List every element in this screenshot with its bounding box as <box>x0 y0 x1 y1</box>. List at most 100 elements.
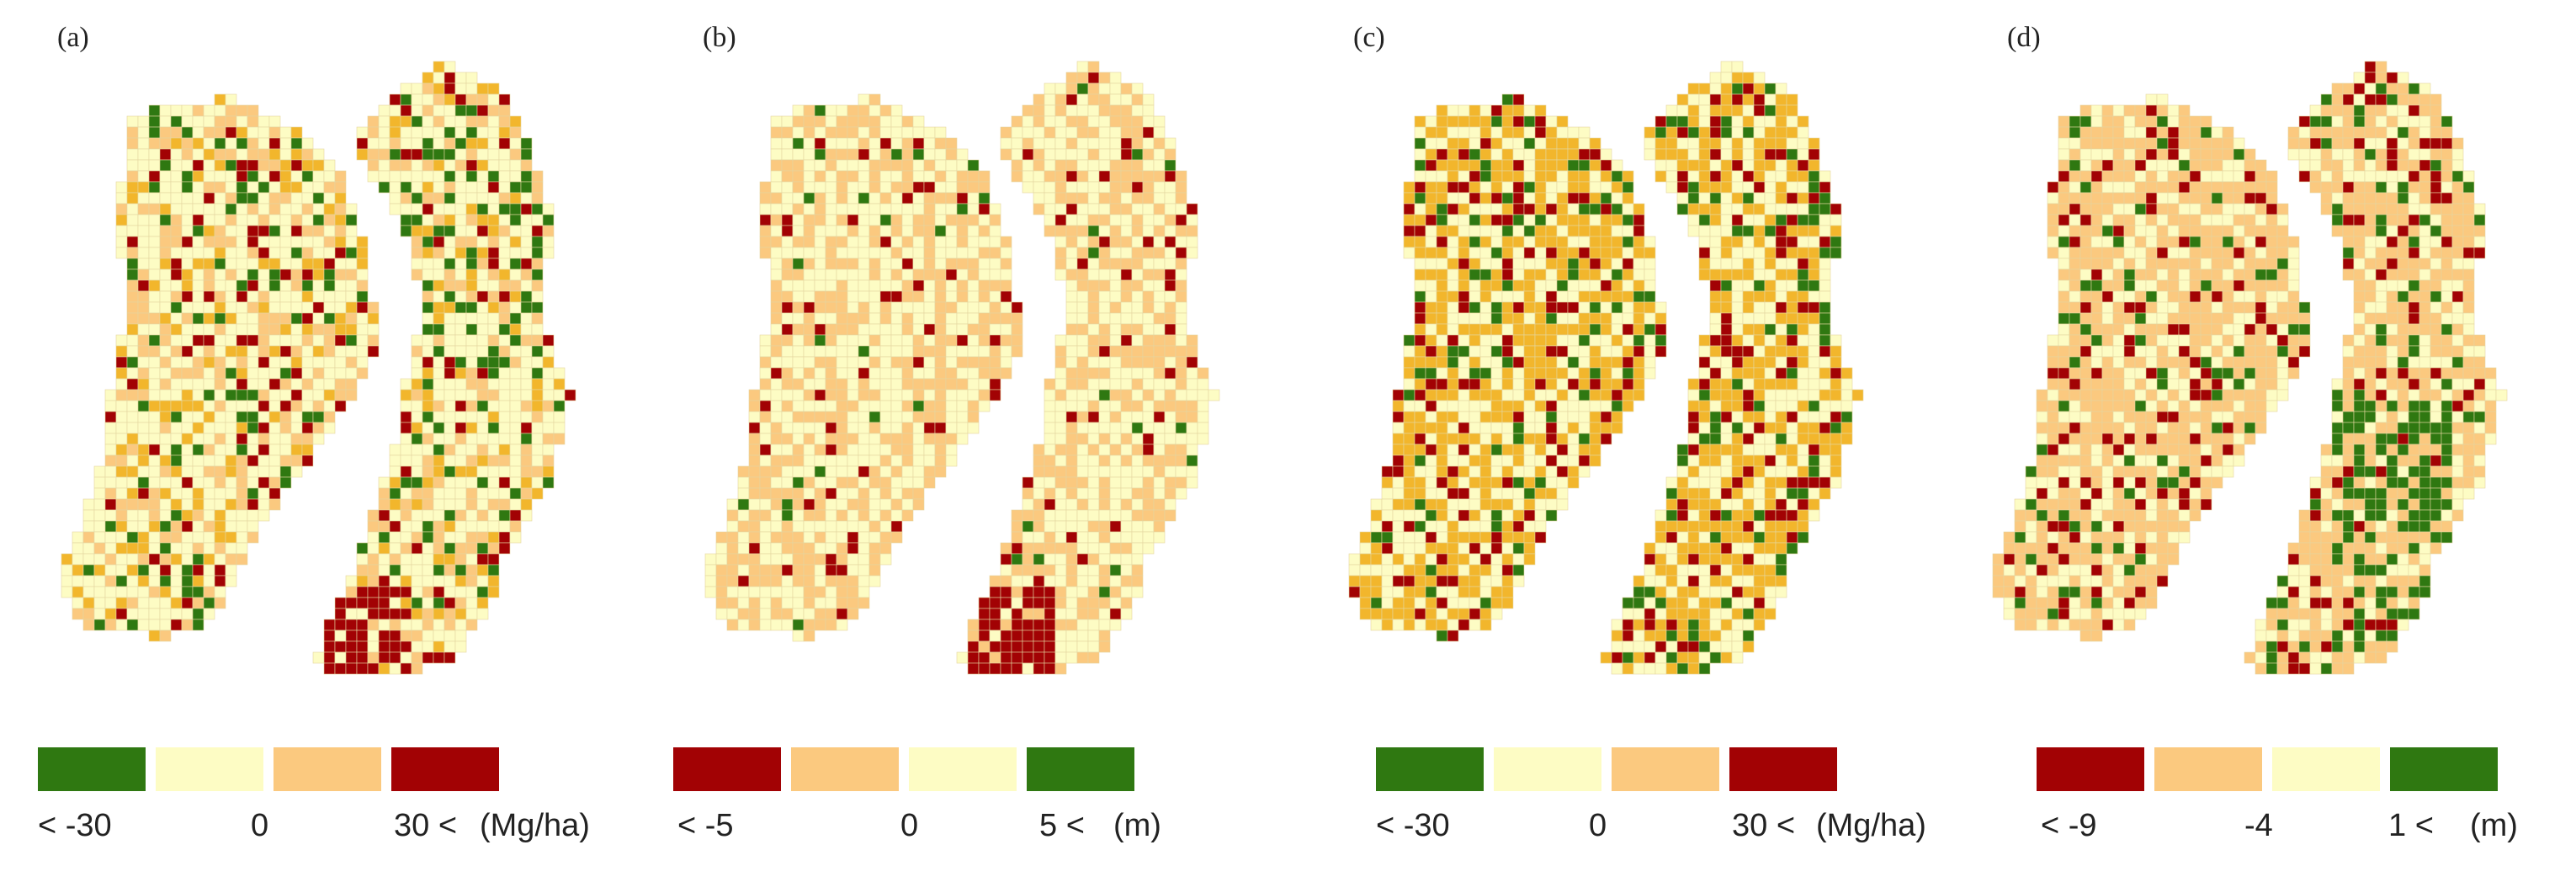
map-cell <box>225 203 237 215</box>
map-cell <box>934 345 947 358</box>
map-cell <box>520 279 533 292</box>
map-cell <box>1687 126 1700 139</box>
map-cell <box>498 203 511 215</box>
map-cell <box>1414 509 1426 522</box>
map-cell <box>825 126 837 139</box>
map-cell <box>1775 247 1787 259</box>
map-cell <box>247 367 259 380</box>
map-cell <box>956 170 969 183</box>
map-cell <box>1501 476 1514 489</box>
map-cell <box>1545 268 1558 281</box>
map-cell <box>1720 520 1733 533</box>
map-cell <box>301 444 314 456</box>
map-cell <box>890 334 903 347</box>
map-cell <box>967 192 980 205</box>
map-cell <box>759 225 772 237</box>
map-cell <box>553 433 566 445</box>
map-cell <box>1720 268 1733 281</box>
map-cell <box>1512 126 1525 139</box>
map-cell <box>825 345 837 358</box>
map-cell <box>1786 159 1798 172</box>
map-cell <box>1534 192 1547 205</box>
map-cell <box>476 553 489 566</box>
map-cell <box>433 279 445 292</box>
map-cell <box>192 181 204 194</box>
map-cell <box>1425 422 1437 434</box>
map-cell <box>1164 422 1176 434</box>
map-cell <box>1830 400 1842 412</box>
map-cell <box>104 411 117 423</box>
map-cell <box>137 433 150 445</box>
map-cell <box>411 214 423 226</box>
map-cell <box>1709 553 1722 566</box>
map-cell <box>509 433 522 445</box>
map-cell <box>715 608 728 620</box>
map-cell <box>1022 608 1034 620</box>
map-cell <box>759 400 772 412</box>
map-cell <box>1687 465 1700 478</box>
map-cell <box>912 356 925 369</box>
map-cell <box>759 509 772 522</box>
map-cell <box>422 444 434 456</box>
map-cell <box>737 476 750 489</box>
map-cell <box>137 356 150 369</box>
map-cell <box>1720 159 1733 172</box>
map-cell <box>1578 236 1591 248</box>
map-cell <box>279 279 292 292</box>
map-cell <box>1753 597 1766 609</box>
map-cell <box>443 630 456 642</box>
map-cell <box>1676 126 1689 139</box>
map-cell <box>498 115 511 128</box>
map-cell <box>1469 454 1481 467</box>
map-cell <box>422 181 434 194</box>
map-cell <box>792 553 805 566</box>
map-cell <box>781 608 794 620</box>
map-cell <box>443 422 456 434</box>
map-cell <box>1720 542 1733 555</box>
map-cell <box>1054 520 1067 533</box>
map-cell <box>476 159 489 172</box>
map-cell <box>301 214 314 226</box>
map-cell <box>781 225 794 237</box>
map-cell <box>1589 356 1601 369</box>
map-cell <box>912 137 925 150</box>
map-cell <box>334 662 347 675</box>
map-cell <box>553 378 566 391</box>
map-cell <box>301 389 314 401</box>
map-cell <box>1490 531 1503 544</box>
map-cell <box>1731 148 1744 161</box>
map-cell <box>531 367 544 380</box>
map-cell <box>159 323 172 336</box>
map-cell <box>912 476 925 489</box>
map-cell <box>367 148 380 161</box>
map-cell <box>170 279 183 292</box>
map-cell <box>487 192 500 205</box>
map-cell <box>1414 345 1426 358</box>
map-cell <box>520 422 533 434</box>
map-cell <box>1447 312 1459 325</box>
map-cell <box>1044 509 1056 522</box>
map-cell <box>1731 115 1744 128</box>
map-cell <box>890 236 903 248</box>
map-cell <box>1131 520 1144 533</box>
map-cell <box>334 279 347 292</box>
map-cell <box>1556 400 1569 412</box>
map-cell <box>1425 454 1437 467</box>
map-cell <box>301 454 314 467</box>
map-cell <box>781 236 794 248</box>
map-cell <box>1131 301 1144 314</box>
map-cell <box>1164 323 1176 336</box>
map-cell <box>323 268 336 281</box>
map-cell <box>1033 126 1045 139</box>
map-cell <box>803 553 815 566</box>
map-cell <box>1764 290 1777 303</box>
map-cell <box>1142 301 1155 314</box>
map-cell <box>737 608 750 620</box>
map-cell <box>1720 126 1733 139</box>
map-cell <box>268 345 281 358</box>
map-cell <box>258 258 270 270</box>
map-cell <box>1819 323 1831 336</box>
map-cell <box>1567 126 1580 139</box>
map-cell <box>181 465 194 478</box>
map-cell <box>487 82 500 95</box>
